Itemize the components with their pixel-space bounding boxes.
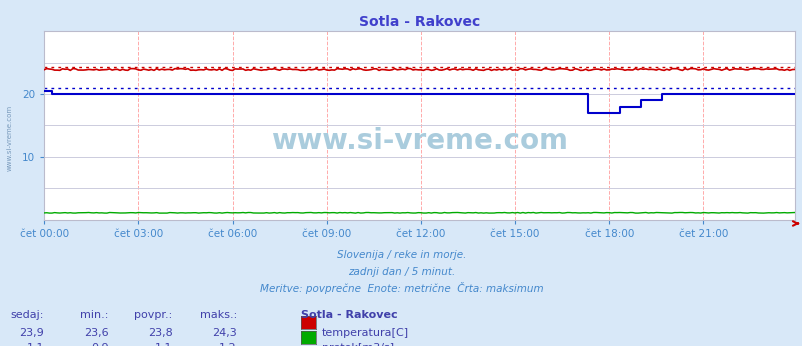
Text: 1,1: 1,1 [26,343,44,346]
Text: temperatura[C]: temperatura[C] [322,328,408,338]
Text: www.si-vreme.com: www.si-vreme.com [6,105,12,172]
Text: 1,2: 1,2 [219,343,237,346]
Text: 1,1: 1,1 [155,343,172,346]
Title: Sotla - Rakovec: Sotla - Rakovec [358,15,480,29]
Text: maks.:: maks.: [200,310,237,320]
Text: 23,8: 23,8 [148,328,172,338]
Text: Sotla - Rakovec: Sotla - Rakovec [301,310,397,320]
Text: Slovenija / reke in morje.: Slovenija / reke in morje. [336,250,466,260]
Text: min.:: min.: [80,310,108,320]
Text: pretok[m3/s]: pretok[m3/s] [322,343,394,346]
Text: 0,9: 0,9 [91,343,108,346]
Text: 23,9: 23,9 [19,328,44,338]
Text: 23,6: 23,6 [83,328,108,338]
Text: Meritve: povprečne  Enote: metrične  Črta: maksimum: Meritve: povprečne Enote: metrične Črta:… [259,282,543,294]
Text: sedaj:: sedaj: [10,310,44,320]
Text: povpr.:: povpr.: [134,310,172,320]
Text: www.si-vreme.com: www.si-vreme.com [271,127,567,155]
Text: zadnji dan / 5 minut.: zadnji dan / 5 minut. [347,267,455,277]
Text: 24,3: 24,3 [212,328,237,338]
